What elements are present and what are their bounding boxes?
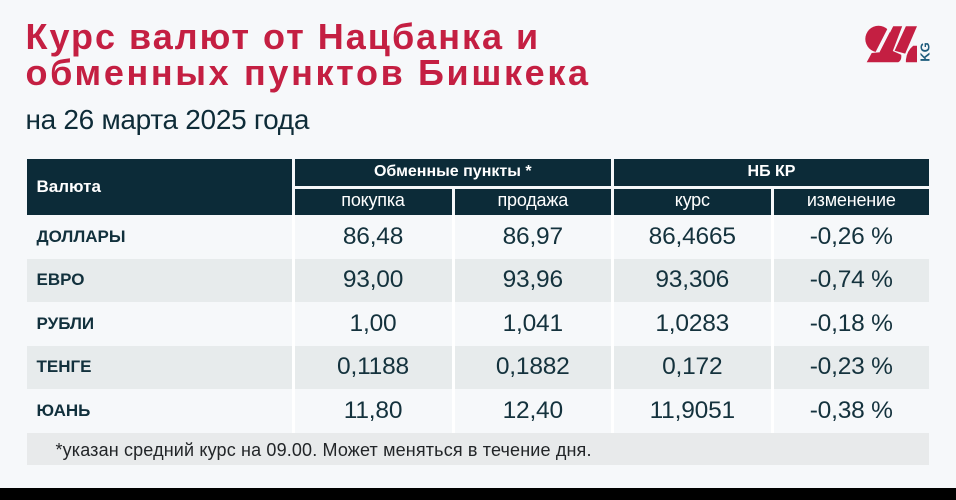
svg-text:KG: KG [917,42,932,62]
